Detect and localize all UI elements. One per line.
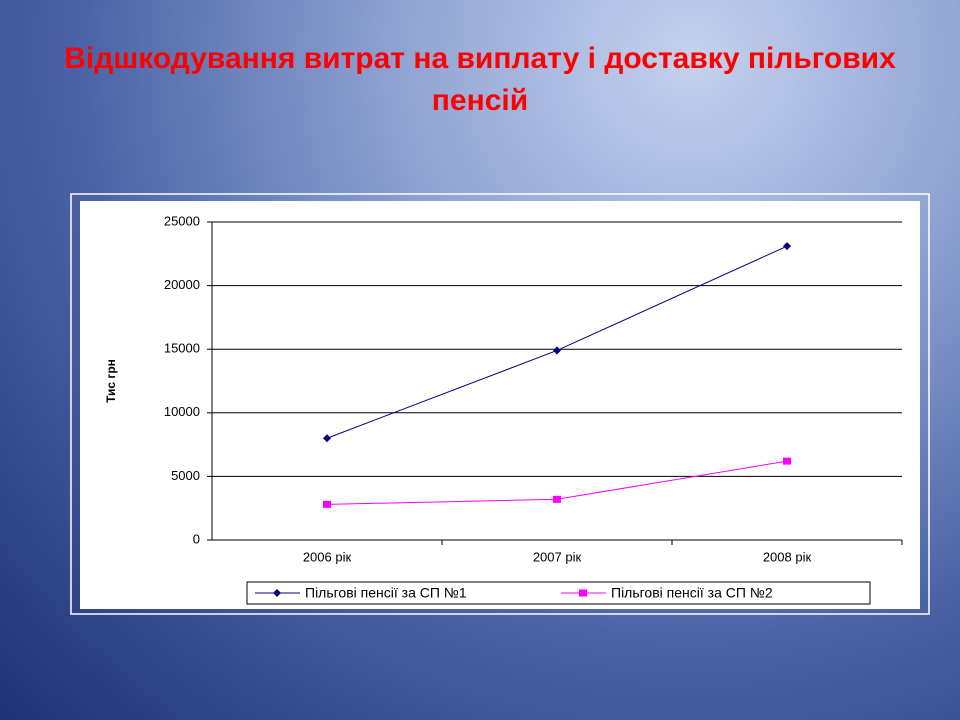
x-tick-label: 2006 рік [303, 549, 352, 564]
data-point [323, 434, 331, 443]
y-tick-label: 0 [193, 531, 200, 546]
data-point [553, 346, 561, 355]
data-point [783, 457, 791, 465]
x-tick-label: 2007 рік [533, 549, 582, 564]
chart-area [80, 201, 920, 609]
y-tick-label: 25000 [164, 213, 200, 228]
y-tick-label: 20000 [164, 277, 200, 292]
y-tick-label: 10000 [164, 404, 200, 419]
legend-label: Пільгові пенсії за СП №2 [611, 585, 773, 601]
y-tick-label: 15000 [164, 341, 200, 356]
legend-marker [579, 589, 587, 597]
x-tick-label: 2008 рік [763, 549, 812, 564]
legend-box [246, 581, 871, 605]
chart-frame [70, 193, 930, 615]
legend-label: Пільгові пенсії за СП №1 [305, 585, 467, 601]
y-tick-label: 5000 [171, 468, 200, 483]
slide-title: Відшкодування витрат на виплату і достав… [64, 42, 896, 117]
y-axis-label: Тис грн [104, 359, 118, 403]
data-point [783, 242, 791, 251]
legend-marker [273, 589, 281, 597]
data-point [553, 495, 561, 503]
data-point [323, 500, 331, 508]
